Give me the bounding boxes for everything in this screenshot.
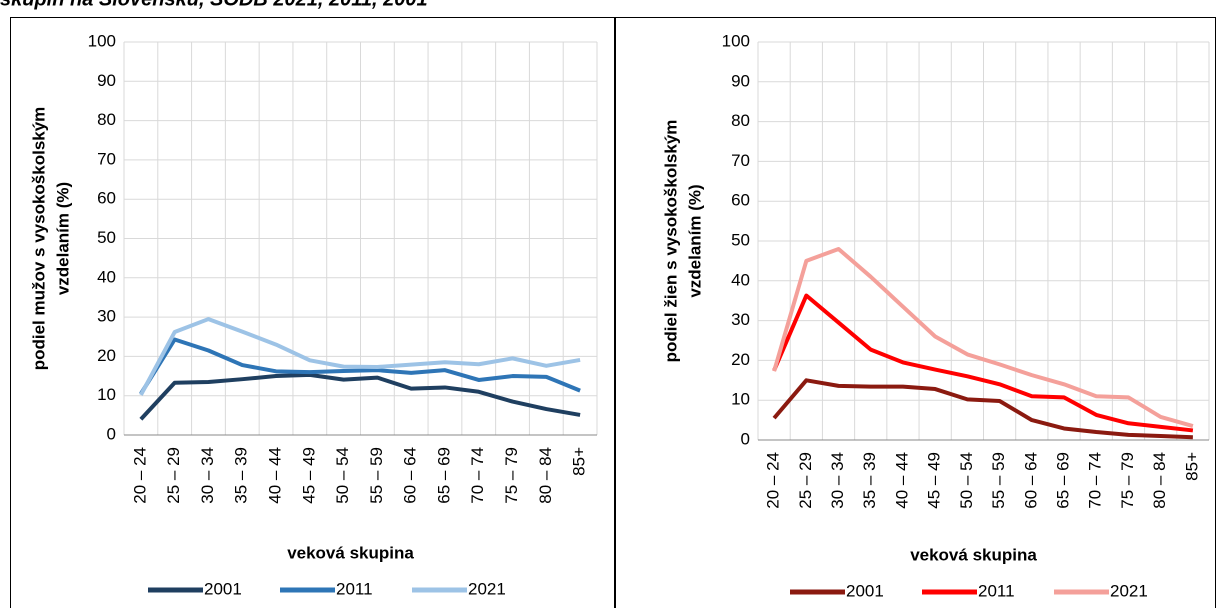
y-tick-label: 0 — [741, 429, 750, 448]
x-tick-label: 30 – 34 — [198, 447, 217, 504]
y-tick-label: 100 — [88, 31, 116, 50]
x-tick-label: 40 – 44 — [892, 452, 911, 509]
line-series — [772, 293, 1194, 433]
x-axis-title: veková skupina — [287, 543, 414, 562]
x-tick-label: 65 – 69 — [434, 447, 453, 504]
x-tick-label: 55 – 59 — [367, 447, 386, 504]
line-series — [139, 337, 581, 395]
x-tick-label: 80 – 84 — [536, 447, 555, 504]
y-tick-label: 90 — [731, 71, 750, 90]
x-tick-label: 45 – 49 — [925, 452, 944, 509]
y-tick-label: 10 — [97, 385, 116, 404]
x-tick-label: 55 – 59 — [989, 452, 1008, 509]
y-tick-label: 60 — [97, 189, 116, 208]
legend-label: 2001 — [204, 579, 242, 598]
x-tick-label: 20 – 24 — [764, 452, 783, 509]
x-tick-label: 45 – 49 — [299, 447, 318, 504]
y-tick-label: 40 — [97, 267, 116, 286]
x-tick-label: 70 – 74 — [468, 447, 487, 504]
y-tick-label: 60 — [731, 191, 750, 210]
legend-label: 2021 — [468, 579, 506, 598]
y-tick-label: 90 — [97, 71, 116, 90]
y-tick-label: 70 — [731, 151, 750, 170]
y-tick-label: 50 — [97, 228, 116, 247]
line-series — [139, 372, 581, 421]
page-title: skupín na Slovensku, SODB 2021, 2011, 20… — [0, 0, 428, 10]
x-tick-label: 65 – 69 — [1054, 452, 1073, 509]
x-tick-label: 60 – 64 — [401, 447, 420, 504]
x-tick-label: 75 – 79 — [502, 447, 521, 504]
panel-border — [615, 17, 1216, 613]
x-tick-label: 50 – 54 — [333, 447, 352, 504]
y-tick-label: 20 — [731, 350, 750, 369]
x-tick-label: 35 – 39 — [232, 447, 251, 504]
y-tick-label: 80 — [97, 110, 116, 129]
x-tick-label: 50 – 54 — [957, 452, 976, 509]
y-axis-title: podiel mužov s vysokoškolským — [29, 107, 48, 371]
legend-label: 2021 — [1110, 581, 1148, 600]
y-tick-label: 80 — [731, 111, 750, 130]
y-tick-label: 30 — [731, 310, 750, 329]
x-tick-label: 40 – 44 — [266, 447, 285, 504]
x-axis-title: veková skupina — [910, 545, 1037, 564]
x-tick-label: 25 – 29 — [796, 452, 815, 509]
line-series — [772, 246, 1194, 428]
line-series — [772, 378, 1193, 440]
x-tick-label: 35 – 39 — [860, 452, 879, 509]
y-axis-title: vzdelaním (%) — [685, 184, 704, 297]
y-axis-title: podiel žien s vysokoškolským — [661, 120, 680, 363]
x-tick-label: 20 – 24 — [130, 447, 149, 504]
line-series — [139, 317, 581, 396]
x-tick-label: 25 – 29 — [164, 447, 183, 504]
x-tick-label: 85+ — [1182, 452, 1201, 481]
x-tick-label: 30 – 34 — [828, 452, 847, 509]
y-tick-label: 100 — [722, 31, 750, 50]
x-tick-label: 85+ — [570, 447, 589, 476]
x-tick-label: 70 – 74 — [1086, 452, 1105, 509]
y-tick-label: 0 — [107, 424, 116, 443]
y-tick-label: 30 — [97, 307, 116, 326]
legend-label: 2011 — [336, 579, 373, 598]
panel-border — [10, 17, 615, 613]
legend-label: 2001 — [846, 581, 884, 600]
x-tick-label: 75 – 79 — [1118, 452, 1137, 509]
y-tick-label: 40 — [731, 270, 750, 289]
y-tick-label: 50 — [731, 230, 750, 249]
x-tick-label: 60 – 64 — [1021, 452, 1040, 509]
y-axis-title: vzdelaním (%) — [53, 182, 72, 295]
y-tick-label: 70 — [97, 149, 116, 168]
y-tick-label: 10 — [731, 390, 750, 409]
legend-label: 2011 — [978, 581, 1015, 600]
x-tick-label: 80 – 84 — [1150, 452, 1169, 509]
y-tick-label: 20 — [97, 346, 116, 365]
